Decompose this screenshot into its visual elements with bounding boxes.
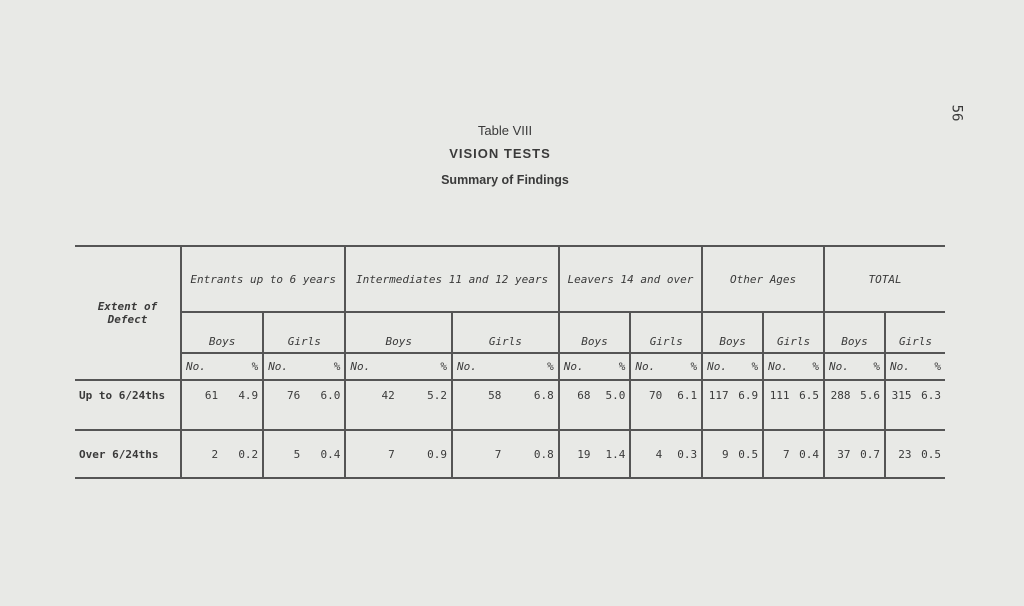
no-header: No. xyxy=(629,352,667,381)
table-title: VISION TESTS xyxy=(449,146,551,161)
row-label: Up to 6/24ths xyxy=(75,379,182,431)
percent-header: % xyxy=(222,352,265,381)
no-header: No. xyxy=(262,352,305,381)
count-cell: 111 xyxy=(762,379,794,431)
count-cell: 58 xyxy=(451,379,506,431)
sex-header: Boys xyxy=(344,311,454,354)
percent-header: % xyxy=(594,352,632,381)
percent-header: % xyxy=(793,352,826,381)
count-cell: 117 xyxy=(701,379,733,431)
no-header: No. xyxy=(762,352,794,381)
count-cell: 7 xyxy=(451,429,506,479)
percent-cell: 6.5 xyxy=(793,379,826,431)
percent-cell: 0.4 xyxy=(793,429,826,479)
row-header: Extent of Defect xyxy=(75,245,182,381)
no-header: No. xyxy=(344,352,399,381)
sex-header: Boys xyxy=(181,311,265,354)
percent-header: % xyxy=(732,352,765,381)
sex-header: Boys xyxy=(823,311,887,354)
percent-cell: 0.3 xyxy=(666,429,704,479)
no-header: No. xyxy=(181,352,223,381)
count-cell: 7 xyxy=(344,429,399,479)
count-cell: 37 xyxy=(823,429,855,479)
count-cell: 2 xyxy=(179,429,223,479)
table-row: Over 6/24ths 2 0.2 5 0.4 7 0.9 7 0.8 19 1.4 4 0.3 9 0.… xyxy=(75,429,945,479)
count-cell: 23 xyxy=(883,429,916,479)
no-header: No. xyxy=(557,352,595,381)
no-header: No. xyxy=(823,352,855,381)
no-header: No. xyxy=(883,352,916,381)
count-cell: 76 xyxy=(262,379,305,431)
percent-cell: 0.4 xyxy=(304,429,347,479)
percent-cell: 0.5 xyxy=(732,429,765,479)
group-header: Intermediates 11 and 12 years xyxy=(344,245,560,313)
table-subtitle: Summary of Findings xyxy=(441,173,569,187)
percent-cell: 1.4 xyxy=(594,429,632,479)
page-number: 56 xyxy=(948,104,965,122)
percent-cell: 4.9 xyxy=(222,379,265,431)
percent-cell: 5.6 xyxy=(854,379,887,431)
vision-tests-table: Extent of Defect Entrants up to 6 years … xyxy=(75,245,945,479)
percent-cell: 6.0 xyxy=(304,379,347,431)
percent-header: % xyxy=(854,352,887,381)
sex-header: Boys xyxy=(557,311,632,354)
percent-cell: 0.9 xyxy=(398,429,454,479)
percent-cell: 0.8 xyxy=(505,429,560,479)
count-cell: 7 xyxy=(762,429,794,479)
count-cell: 9 xyxy=(701,429,733,479)
sex-header: Girls xyxy=(451,311,560,354)
percent-cell: 0.7 xyxy=(854,429,887,479)
count-cell: 5 xyxy=(262,429,305,479)
percent-cell: 6.9 xyxy=(732,379,765,431)
count-cell: 288 xyxy=(823,379,855,431)
count-cell: 42 xyxy=(344,379,399,431)
no-header: No. xyxy=(701,352,733,381)
group-header: Other Ages xyxy=(701,245,826,313)
sex-header: Girls xyxy=(629,311,704,354)
percent-cell: 0.5 xyxy=(915,429,945,479)
sex-header: Girls xyxy=(884,311,945,354)
percent-cell: 6.1 xyxy=(666,379,704,431)
percent-header: % xyxy=(398,352,454,381)
percent-header: % xyxy=(304,352,347,381)
row-label: Over 6/24ths xyxy=(75,429,182,479)
percent-header: % xyxy=(505,352,560,381)
group-header: Leavers 14 and over xyxy=(557,245,704,313)
percent-cell: 0.2 xyxy=(222,429,265,479)
sex-header: Girls xyxy=(262,311,347,354)
percent-cell: 5.0 xyxy=(594,379,632,431)
sex-header: Girls xyxy=(762,311,826,354)
count-cell: 19 xyxy=(557,429,595,479)
group-header: TOTAL xyxy=(823,245,945,313)
percent-cell: 6.8 xyxy=(505,379,560,431)
group-header: Entrants up to 6 years xyxy=(179,245,347,313)
percent-header: % xyxy=(915,352,945,381)
count-cell: 68 xyxy=(557,379,595,431)
sex-header: Boys xyxy=(701,311,765,354)
count-cell: 315 xyxy=(883,379,916,431)
percent-cell: 6.3 xyxy=(915,379,945,431)
table-caption: Table VIII xyxy=(477,123,533,138)
percent-header: % xyxy=(666,352,704,381)
count-cell: 61 xyxy=(179,379,223,431)
count-cell: 4 xyxy=(629,429,667,479)
percent-cell: 5.2 xyxy=(398,379,454,431)
table-row: Up to 6/24ths 61 4.9 76 6.0 42 5.2 58 6.8 68 5.0 70… xyxy=(75,379,945,431)
no-header: No. xyxy=(451,352,506,381)
count-cell: 70 xyxy=(629,379,667,431)
